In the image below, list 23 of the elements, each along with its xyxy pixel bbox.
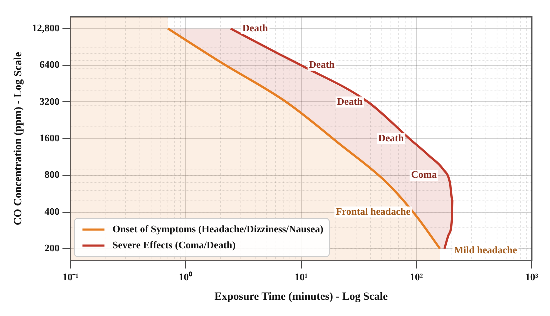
annotation: Death — [337, 96, 364, 108]
annotation: Coma — [411, 170, 437, 182]
legend-label: Severe Effects (Coma/Death) — [112, 240, 236, 252]
y-tick-label: 1600 — [40, 133, 60, 144]
x-tick-label: 10² — [410, 272, 424, 284]
legend-label: Onset of Symptoms (Headache/Dizziness/Nausea) — [112, 224, 324, 236]
y-tick-label: 800 — [44, 170, 60, 182]
x-tick-label: 10³ — [526, 272, 538, 284]
x-axis-title: Exposure Time (minutes) - Log Scale — [214, 291, 388, 304]
annotation: Mild headache — [454, 246, 518, 257]
x-tick-label: 10¹ — [294, 272, 308, 284]
y-tick-label: 400 — [44, 206, 60, 218]
y-tick-label: 6400 — [40, 60, 60, 72]
annotation: Frontal headache — [336, 206, 412, 218]
y-tick-label: 12,800 — [32, 23, 60, 34]
x-tick-label: 10⁰ — [179, 271, 194, 284]
y-tick-label: 200 — [44, 244, 60, 255]
y-axis-title: CO Concentration (ppm) - Log Scale — [12, 52, 24, 226]
annotation: Death — [378, 133, 404, 144]
x-tick-label: 10⁻¹ — [62, 272, 79, 284]
annotation: Death — [242, 23, 269, 34]
y-tick-label: 3200 — [40, 96, 60, 108]
annotation: Death — [309, 60, 336, 72]
